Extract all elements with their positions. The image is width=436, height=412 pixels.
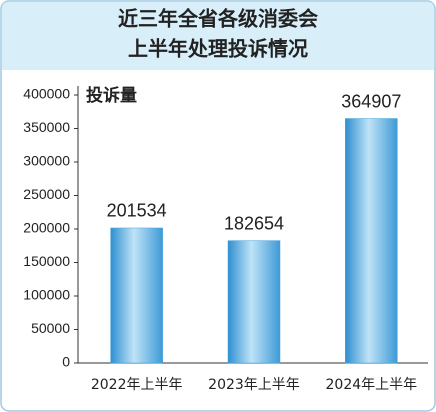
chart-title: 近三年全省各级消委会 bbox=[118, 7, 318, 31]
x-tick-label: 2022年上半年 bbox=[91, 377, 183, 393]
y-tick-label: 200000 bbox=[23, 220, 70, 236]
y-tick-label: 300000 bbox=[23, 153, 70, 169]
bar bbox=[227, 240, 281, 364]
header-band bbox=[1, 1, 435, 70]
value-label: 364907 bbox=[341, 91, 401, 111]
value-label: 201534 bbox=[107, 201, 167, 221]
value-label: 182654 bbox=[224, 213, 284, 233]
y-tick-label: 100000 bbox=[23, 287, 70, 303]
x-tick-label: 2024年上半年 bbox=[326, 377, 418, 393]
y-tick-label: 250000 bbox=[23, 186, 70, 202]
chart-title: 上半年处理投诉情况 bbox=[128, 37, 308, 61]
bar bbox=[345, 118, 398, 364]
y-axis-label: 投诉量 bbox=[86, 85, 137, 106]
x-tick-label: 2023年上半年 bbox=[208, 377, 300, 393]
y-tick-label: 0 bbox=[62, 354, 70, 370]
bar bbox=[110, 227, 163, 364]
y-tick-label: 350000 bbox=[23, 119, 70, 135]
y-tick-label: 150000 bbox=[23, 253, 70, 269]
y-tick-label: 50000 bbox=[31, 320, 70, 336]
y-tick-label: 400000 bbox=[23, 86, 70, 102]
